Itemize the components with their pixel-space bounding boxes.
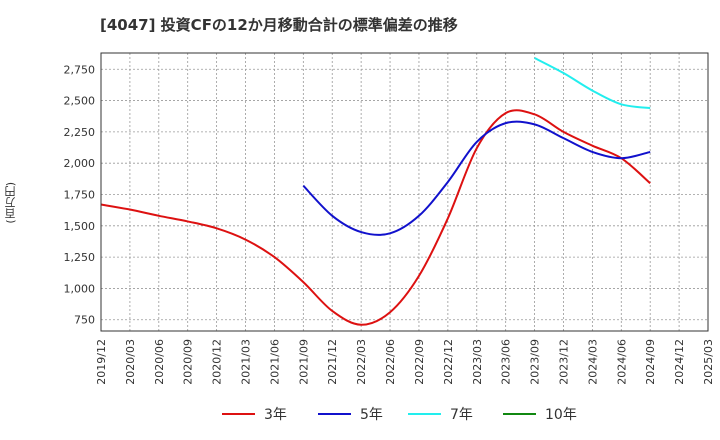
legend-label: 5年	[360, 407, 383, 423]
grid	[100, 53, 709, 331]
x-tick-label: 2024/06	[615, 339, 628, 385]
legend-label: 3年	[264, 407, 287, 423]
x-tick-label: 2023/12	[557, 339, 570, 385]
x-tick-label: 2021/12	[326, 339, 339, 385]
y-tick-label: 2,250	[64, 126, 96, 139]
x-tick-label: 2021/03	[240, 339, 253, 385]
y-tick-label: 1,000	[64, 282, 96, 295]
x-tick-label: 2022/09	[413, 339, 426, 385]
x-axis-ticks: 2019/12 2020/03 2020/06 2020/09 2020/12 2021/…	[95, 339, 715, 385]
x-tick-label: 2022/06	[384, 339, 397, 385]
x-tick-label: 2020/09	[182, 339, 195, 385]
x-tick-label: 2022/12	[442, 339, 455, 385]
chart-title: [4047] 投資CFの12か月移動合計の標準偏差の推移	[100, 16, 458, 34]
plot-frame	[100, 52, 709, 332]
x-tick-label: 2021/09	[297, 339, 310, 385]
x-tick-label: 2024/09	[644, 339, 657, 385]
x-tick-label: 2021/06	[268, 339, 281, 385]
y-tick-label: 2,000	[64, 157, 96, 170]
y-tick-label: 1,250	[64, 251, 96, 264]
x-tick-label: 2022/03	[355, 339, 368, 385]
legend-label: 10年	[545, 407, 577, 423]
x-tick-label: 2023/06	[500, 339, 513, 385]
y-tick-label: 2,750	[64, 63, 96, 76]
y-tick-label: 750	[74, 314, 95, 327]
y-tick-label: 2,500	[64, 95, 96, 108]
y-tick-label: 1,750	[64, 189, 96, 202]
legend: 3年 5年 7年 10年	[222, 407, 577, 423]
x-tick-label: 2020/12	[211, 339, 224, 385]
x-tick-label: 2019/12	[95, 339, 108, 385]
x-tick-label: 2023/09	[529, 339, 542, 385]
x-tick-label: 2023/03	[471, 339, 484, 385]
series-lines	[100, 57, 651, 326]
legend-label: 7年	[450, 407, 473, 423]
y-tick-label: 1,500	[64, 220, 96, 233]
x-tick-label: 2020/06	[153, 339, 166, 385]
x-tick-label: 2025/03	[702, 339, 715, 385]
y-axis-ticks: 750 1,000 1,250 1,500 1,750 2,000 2,250 2,500 2,…	[64, 63, 96, 326]
series-line-2	[534, 57, 651, 110]
series-line-0	[100, 109, 651, 326]
x-tick-label: 2024/03	[586, 339, 599, 385]
x-tick-label: 2024/12	[673, 339, 686, 385]
x-tick-label: 2020/03	[124, 339, 137, 385]
series-line-1	[302, 120, 651, 236]
